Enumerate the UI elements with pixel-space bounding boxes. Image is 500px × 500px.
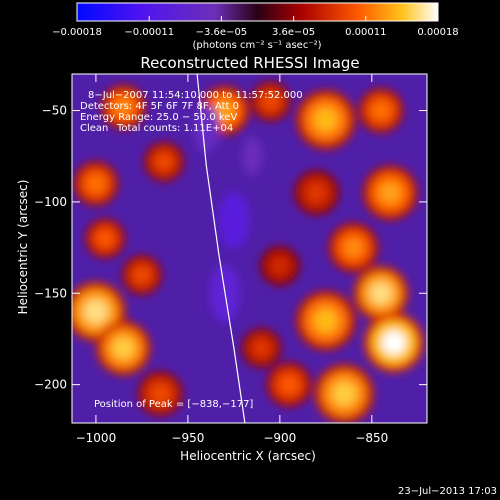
colorbar-tick-label: −0.00011 [124, 27, 174, 38]
x-tick-label: −850 [355, 431, 388, 445]
x-tick-label: −1000 [76, 431, 117, 445]
annotations: 8−Jul−2007 11:54:10.000 to 11:57:52.000 … [80, 90, 303, 410]
colorbar-tick-label: −0.00018 [52, 27, 102, 38]
heatmap-blob-core [83, 299, 109, 324]
heatmap-blob-core [262, 93, 279, 110]
heatmap-blob-core [155, 153, 173, 170]
heatmap-blob-core [313, 107, 338, 132]
heatmap-blob-core [379, 181, 402, 204]
heatmap-blob-core [371, 101, 391, 120]
heatmap-image [72, 74, 427, 423]
colorbar-tick-label: 0.00011 [345, 27, 386, 38]
heatmap-blob-core [271, 257, 288, 274]
heatmap-blob-negative [218, 191, 250, 249]
annotation-time-range: 8−Jul−2007 11:54:10.000 to 11:57:52.000 [88, 90, 303, 101]
footer-date: 23−Jul−2013 17:03 [398, 486, 497, 497]
y-tick-label: −150 [34, 286, 67, 300]
heatmap-blob-core [112, 336, 135, 360]
y-tick-label: −50 [42, 104, 67, 118]
colorbar-tick-label: 0.00018 [417, 27, 458, 38]
colorbar-tick-label: 3.6e−05 [272, 27, 315, 38]
heatmap-blob-core [381, 330, 407, 355]
annotation-total-counts: Total counts: 1.11E+04 [116, 123, 233, 134]
x-axis-ticks: −1000 −950 −900 −850 [76, 74, 388, 445]
heatmap-blob-core [369, 282, 393, 305]
x-axis-label: Heliocentric X (arcsec) [180, 449, 316, 463]
heatmap-blob-core [151, 384, 170, 403]
heatmap-blob-core [332, 381, 357, 406]
solar-limb-line [196, 74, 246, 423]
plot-frame [71, 73, 428, 424]
heatmap-blob-negative [193, 104, 220, 153]
heatmap-blob-core [307, 183, 326, 202]
heatmap-blob-core [279, 375, 299, 394]
y-tick-label: −100 [34, 195, 67, 209]
heatmap-blob-core [97, 230, 114, 247]
annotation-energy: Energy Range: 25.0 − 50.0 keV [80, 112, 237, 123]
heatmap-blob-core [114, 97, 133, 116]
y-tick-label: −200 [34, 378, 67, 392]
heatmap-blob-core [343, 237, 364, 258]
colorbar-unit-label: (photons cm⁻² s⁻¹ asec⁻²) [192, 40, 321, 51]
annotation-peak-position: Position of Peak = [−838,−177] [94, 399, 253, 410]
heatmap-blob-core [133, 266, 150, 284]
heatmap-blob-core [86, 174, 106, 193]
annotation-detectors: Detectors: 4F 5F 6F 7F 8F, Att 0 [80, 101, 239, 112]
colorbar: −0.00018 −0.00011 −3.6e−05 3.6e−05 0.00011 0.… [52, 2, 459, 51]
colorbar-ramp [76, 2, 439, 22]
colorbar-tick-label: −3.6e−05 [196, 27, 248, 38]
y-axis-ticks: −50 −100 −150 −200 [34, 104, 427, 392]
x-tick-label: −900 [263, 431, 296, 445]
heatmap-blob-negative [241, 137, 263, 176]
annotation-clean: Clean [80, 123, 108, 134]
y-axis-label: Heliocentric Y (arcsec) [16, 180, 30, 315]
heatmap-blob-core [253, 339, 270, 357]
heatmap-blob-core [214, 100, 235, 121]
chart-title: Reconstructed RHESSI Image [140, 54, 359, 72]
heatmap-blob-core [313, 308, 338, 333]
x-tick-label: −950 [171, 431, 204, 445]
colorbar-ticks: −0.00018 −0.00011 −3.6e−05 3.6e−05 0.00011 0.… [52, 16, 459, 38]
